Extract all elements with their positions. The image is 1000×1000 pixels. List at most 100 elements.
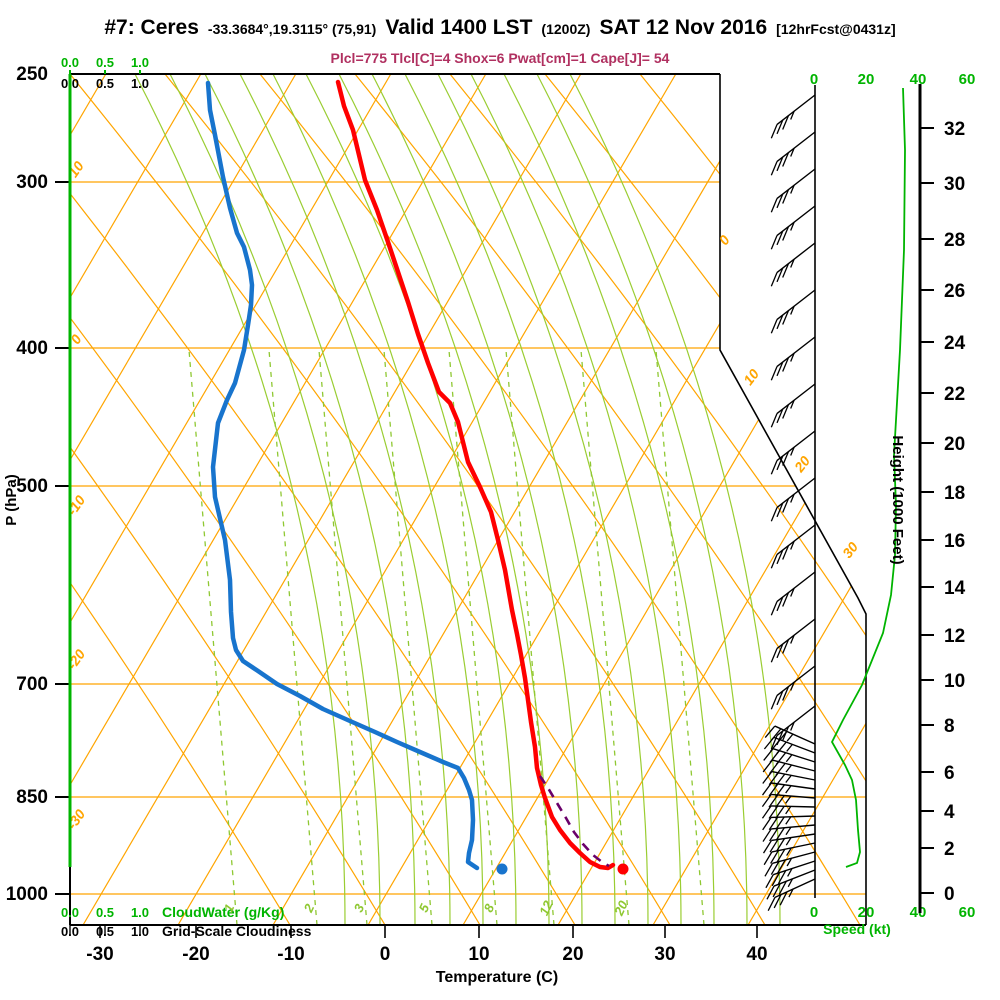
pressure-label-1000: 1000 bbox=[6, 884, 48, 905]
valid-date: SAT 12 Nov 2016 bbox=[599, 16, 768, 39]
wind-barb-feather bbox=[786, 857, 793, 867]
wind-barb-feather bbox=[787, 878, 794, 888]
pressure-label-300: 300 bbox=[16, 172, 48, 193]
speed-top-label-0: 0 bbox=[810, 71, 818, 88]
cloudiness-axis-title: Grid-Scale Cloudiness bbox=[162, 923, 312, 939]
wind-barb bbox=[770, 618, 816, 663]
dry-adiabat-line bbox=[70, 74, 291, 925]
moist-adiabat-line bbox=[503, 74, 715, 925]
mixing-ratio-label-20: 20 bbox=[611, 898, 631, 919]
cloudwater-top-tick-label: 0.0 bbox=[61, 55, 79, 70]
wind-barb-feather bbox=[790, 721, 795, 731]
moist-adiabat-line bbox=[536, 74, 748, 925]
wind-barb bbox=[770, 477, 816, 522]
mixing-ratio-label-12: 12 bbox=[536, 898, 556, 918]
wind-barb-feather bbox=[776, 596, 784, 612]
moist-adiabat-line bbox=[404, 74, 616, 925]
wind-barb-feather bbox=[776, 408, 784, 424]
wind-barb-feather bbox=[790, 184, 795, 194]
wind-barb-feather bbox=[762, 828, 772, 842]
dry-adiabat-line bbox=[70, 74, 671, 925]
isotherm-line bbox=[462, 74, 866, 925]
wind-barb-feather bbox=[766, 885, 775, 900]
wind-barb-shaft bbox=[776, 618, 816, 649]
wind-barb bbox=[770, 383, 816, 428]
wind-barb-feather bbox=[763, 851, 773, 866]
wind-barb-feather bbox=[776, 314, 784, 330]
isotherm-line bbox=[652, 74, 866, 925]
wind-barb-feather bbox=[770, 460, 778, 475]
wind-barb-feather bbox=[790, 540, 795, 550]
isotherm-edge-label-10: 10 bbox=[65, 158, 87, 180]
zulu-time: (1200Z) bbox=[541, 21, 591, 37]
wind-barb-feather bbox=[782, 152, 790, 167]
wind-barb-feather bbox=[776, 193, 784, 209]
wind-barb-shaft bbox=[773, 736, 816, 754]
wind-barb-feather bbox=[776, 119, 784, 135]
wind-barb-feather bbox=[779, 891, 788, 906]
wind-barb-feather bbox=[770, 861, 780, 875]
wind-barb-feather bbox=[782, 189, 790, 204]
wind-barb-feather bbox=[764, 725, 776, 739]
wind-barb-feather bbox=[785, 837, 792, 846]
pressure-axis-title: P (hPa) bbox=[3, 474, 20, 525]
height-label-6: 6 bbox=[944, 763, 955, 784]
wind-speed-profile-curve bbox=[830, 87, 906, 868]
height-label-28: 28 bbox=[944, 230, 965, 251]
wind-barb-feather bbox=[770, 198, 778, 213]
dry-adiabat-line bbox=[449, 74, 866, 925]
wind-barb-feather bbox=[778, 880, 787, 895]
wind-barb-feather bbox=[790, 634, 795, 644]
wind-barb-feather bbox=[776, 848, 786, 863]
wind-barb-shaft bbox=[770, 805, 816, 808]
wind-barb-feather bbox=[770, 850, 779, 864]
pressure-label-500: 500 bbox=[16, 476, 48, 497]
mixing-ratio-line bbox=[448, 349, 498, 925]
wind-barb-feather bbox=[785, 806, 792, 815]
wind-barb-feather bbox=[769, 839, 779, 853]
wind-barb-feather bbox=[782, 545, 790, 560]
wind-barb-feather bbox=[768, 783, 779, 797]
cloudwater-top-tick-label: 1.0 bbox=[131, 55, 149, 70]
wind-barb-shaft bbox=[776, 205, 816, 236]
temp-label--10: -10 bbox=[277, 944, 304, 965]
isotherm-line bbox=[177, 74, 677, 925]
speed-top-label-60: 60 bbox=[959, 71, 976, 88]
wind-barb-feather bbox=[785, 816, 792, 825]
surface-temperature-dot bbox=[617, 863, 629, 875]
wind-barb-feather bbox=[776, 156, 784, 172]
wind-barb-shaft bbox=[776, 131, 816, 162]
wind-barb-shaft bbox=[776, 168, 816, 199]
surface-dewpoint-dot bbox=[496, 863, 508, 875]
wind-barb bbox=[770, 242, 816, 287]
wind-barb-feather bbox=[782, 357, 790, 372]
moist-adiabat-line bbox=[272, 74, 484, 925]
wind-barb-shaft bbox=[776, 242, 816, 273]
wind-barb-feather bbox=[768, 805, 779, 819]
temp-label-30: 30 bbox=[654, 944, 675, 965]
height-label-20: 20 bbox=[944, 434, 965, 455]
isotherm-line bbox=[70, 74, 202, 925]
speed-axis-title: Speed (kt) bbox=[823, 921, 891, 937]
wind-barb bbox=[765, 860, 816, 889]
wind-barb bbox=[770, 571, 816, 616]
wind-barb-feather bbox=[785, 795, 792, 804]
wind-barb-feather bbox=[785, 785, 792, 794]
moist-adiabat-line bbox=[239, 74, 451, 925]
wind-barb bbox=[770, 430, 816, 475]
wind-barb-feather bbox=[776, 690, 784, 706]
wind-barb-feather bbox=[775, 827, 785, 841]
wind-barb-feather bbox=[790, 110, 795, 120]
wind-barb bbox=[770, 131, 816, 176]
wind-barb-feather bbox=[770, 272, 778, 287]
station-title: #7: Ceres bbox=[104, 16, 199, 39]
wind-barb-shaft bbox=[776, 524, 816, 555]
wind-barb-shaft bbox=[773, 869, 816, 887]
wind-barb-shaft bbox=[774, 878, 816, 898]
wind-barb-feather bbox=[786, 743, 793, 752]
moist-adiabat-line bbox=[437, 74, 649, 925]
wind-barb-feather bbox=[777, 870, 787, 885]
moist-adiabat-line bbox=[371, 74, 583, 925]
parcel-path-curve bbox=[538, 775, 610, 868]
